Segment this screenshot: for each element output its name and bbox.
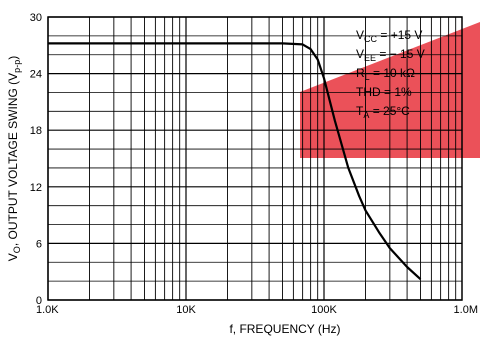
- annotation-sub: EE: [364, 53, 376, 63]
- y-title-main: V: [6, 253, 20, 261]
- annotation-text: TA = 25°C: [356, 104, 410, 120]
- annotation-main: V: [356, 47, 364, 61]
- y-tick-label: 6: [36, 238, 42, 250]
- annotation-sub: L: [365, 72, 370, 82]
- x-tick-label: 100K: [311, 304, 337, 316]
- tick-labels: 0 6 12 18 24 30 1.0K 10K 100K 1.0M: [30, 12, 478, 316]
- annotation-sub: A: [363, 110, 369, 120]
- y-title-rest: , OUTPUT VOLTAGE SWING (V: [6, 73, 20, 246]
- y-title-close: ): [6, 56, 20, 60]
- annotation-main: THD: [356, 85, 381, 99]
- y-tick-label: 24: [30, 69, 42, 81]
- annotation-rest: = − 15 V: [376, 47, 425, 61]
- plot-frame: [47, 16, 463, 301]
- annotation-main: R: [356, 66, 365, 80]
- annotation-sub: CC: [364, 34, 377, 44]
- y-tick-label: 12: [30, 182, 42, 194]
- x-tick-label: 10K: [176, 304, 196, 316]
- series-layer: [48, 42, 422, 281]
- y-tick-label: 30: [30, 12, 42, 24]
- y-tick-label: 18: [30, 125, 42, 137]
- y-tick-label: 0: [36, 295, 42, 307]
- annotation-rest: = 25°C: [369, 104, 410, 118]
- series-line: [48, 42, 422, 281]
- annotation-main: V: [356, 28, 364, 42]
- annotation-rest: = 1%: [381, 85, 412, 99]
- y-title-main-sub: O: [12, 246, 22, 253]
- annotation-text: VCC = +15 V: [356, 28, 422, 44]
- y-title-rest-sub: p-p: [12, 60, 22, 73]
- annotation-text: VEE = − 15 V: [356, 47, 425, 63]
- annotation-text: THD = 1%: [356, 85, 412, 99]
- annotation-text: RL = 10 kΩ: [356, 66, 415, 82]
- annotation-rest: = 10 kΩ: [370, 66, 415, 80]
- annotation-main: T: [356, 104, 364, 118]
- x-tick-label: 1.0K: [36, 304, 59, 316]
- annotation-rest: = +15 V: [377, 28, 422, 42]
- x-tick-label: 1.0M: [454, 304, 478, 316]
- y-axis-title: VO, OUTPUT VOLTAGE SWING (Vp-p): [6, 56, 22, 261]
- x-axis-title: f, FREQUENCY (Hz): [229, 322, 340, 336]
